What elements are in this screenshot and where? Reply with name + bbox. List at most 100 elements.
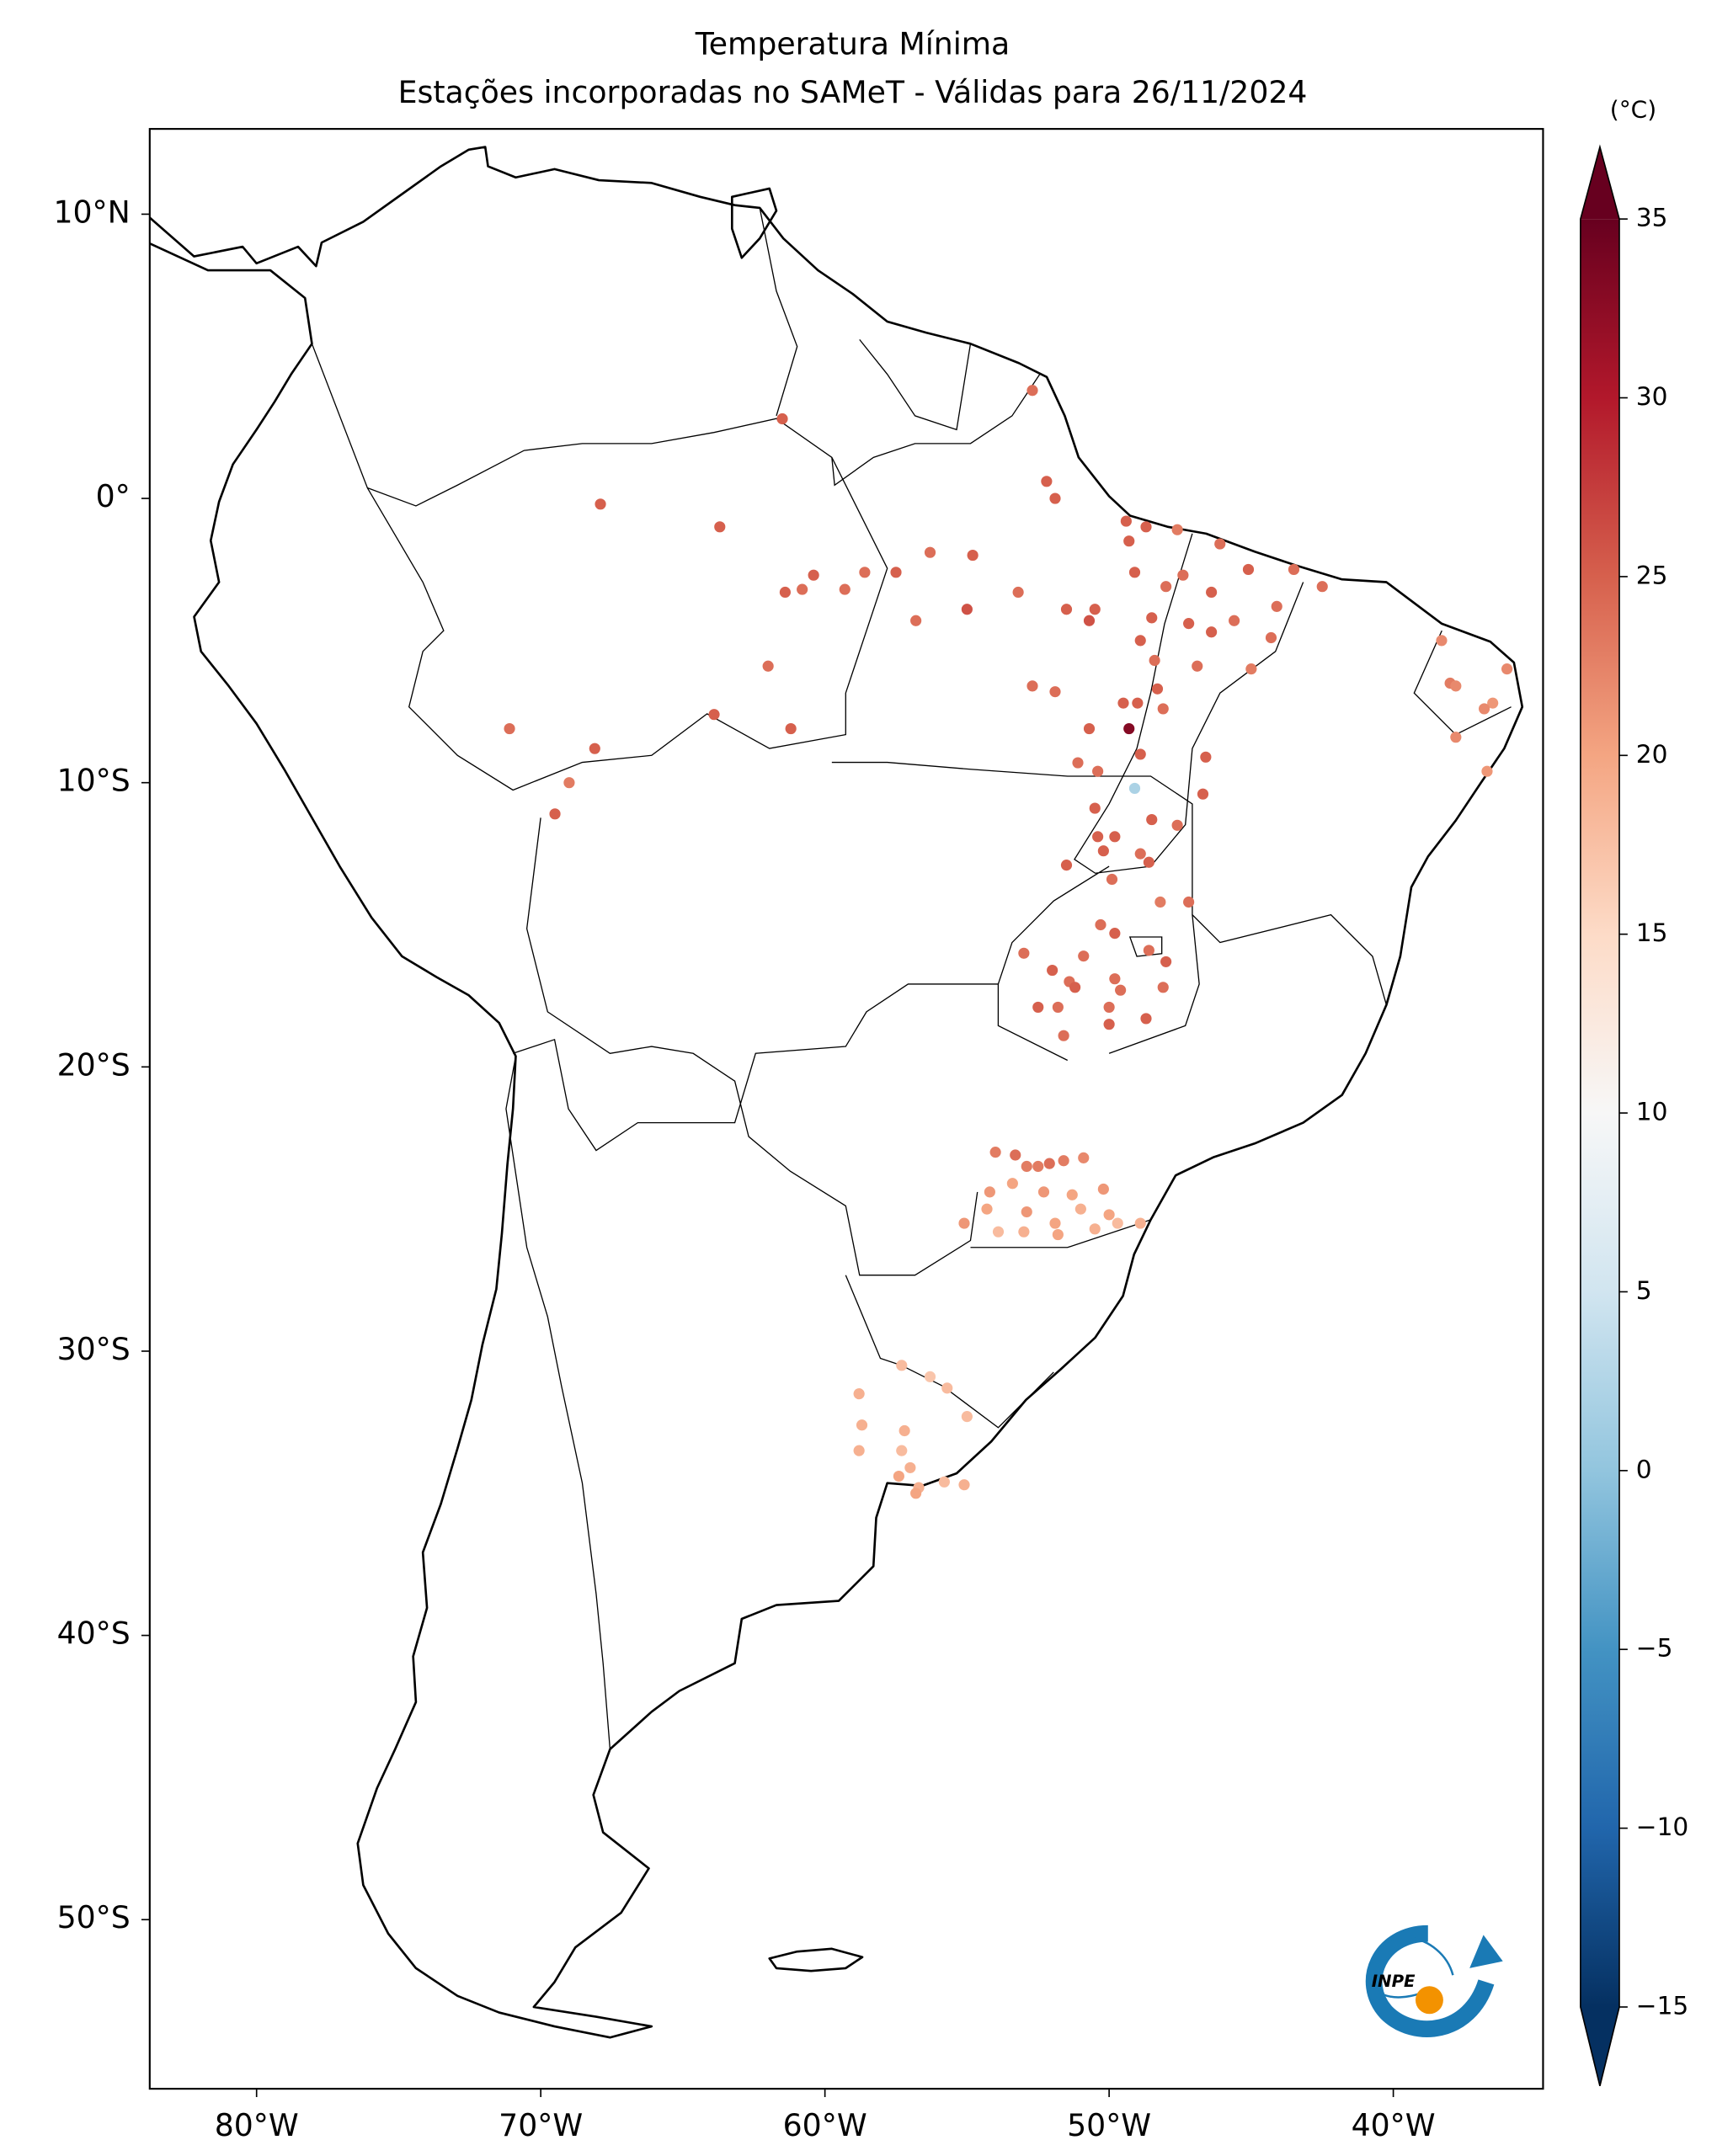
station (1177, 569, 1189, 581)
station (1078, 1152, 1090, 1163)
y-tick-label: 30°S (57, 1331, 131, 1367)
station (1149, 654, 1160, 667)
station (1192, 660, 1203, 672)
station (1060, 604, 1073, 615)
station (1049, 492, 1061, 504)
station (1069, 982, 1081, 993)
station (1134, 1217, 1146, 1229)
station (1089, 1223, 1101, 1235)
station (938, 1476, 950, 1488)
colorbar-tick-label: 20 (1636, 739, 1668, 769)
station (762, 660, 774, 672)
chart-title: Temperatura Mínima (695, 25, 1010, 61)
colorbar-tick-label: 5 (1636, 1275, 1652, 1305)
station (1109, 973, 1121, 985)
station (1120, 515, 1132, 527)
station (1026, 680, 1038, 692)
stations (504, 385, 1513, 1499)
station (1183, 896, 1195, 908)
station (1229, 615, 1240, 626)
station (1171, 819, 1183, 831)
station (1450, 680, 1462, 692)
logo-orbit (1368, 1936, 1454, 1999)
x-tick-label: 60°W (783, 2107, 867, 2143)
station (776, 413, 788, 425)
colorbar-label: (°C) (1610, 96, 1656, 124)
y-tick-label: 10°N (53, 194, 130, 230)
coastline (149, 146, 1524, 2039)
station (1072, 757, 1084, 769)
station (958, 1479, 970, 1491)
station (1157, 982, 1169, 993)
station (1206, 626, 1218, 638)
station (1151, 683, 1164, 695)
station (853, 1445, 865, 1456)
station (1092, 831, 1104, 843)
station (1214, 538, 1226, 550)
logo: INPE (1365, 1924, 1503, 2037)
colorbar-tick-label: −10 (1636, 1812, 1689, 1841)
x-tick-label: 40°W (1352, 2107, 1436, 2143)
station (1123, 722, 1135, 735)
station (1481, 765, 1493, 777)
station (1066, 1189, 1078, 1200)
plot-frame (148, 128, 1544, 2090)
station (1021, 1206, 1032, 1218)
station (1047, 964, 1058, 977)
station (1316, 581, 1328, 593)
station (1160, 956, 1172, 967)
station (1006, 1178, 1018, 1190)
station (595, 498, 606, 510)
station (1128, 567, 1141, 578)
station (1083, 615, 1096, 626)
station (1288, 563, 1300, 576)
map (149, 146, 1524, 2039)
state-border (1128, 936, 1163, 957)
station (856, 1419, 868, 1431)
station (1018, 1226, 1030, 1238)
station (549, 808, 561, 820)
station (924, 1371, 936, 1382)
station (1092, 765, 1104, 777)
station (1095, 918, 1106, 931)
island (768, 1947, 864, 1972)
station (1146, 612, 1158, 624)
station (859, 567, 871, 578)
station (1103, 1209, 1115, 1221)
station (1026, 385, 1038, 397)
station (808, 569, 819, 581)
station (898, 1424, 910, 1437)
station (1010, 1149, 1021, 1161)
station (1146, 814, 1158, 826)
colorbar-tick-label: −5 (1636, 1633, 1673, 1663)
station (1109, 928, 1121, 940)
station (904, 1461, 916, 1473)
y-tick-label: 40°S (57, 1616, 131, 1652)
country-border (525, 207, 1041, 1276)
station (1134, 635, 1146, 647)
station (910, 615, 922, 626)
station (714, 521, 726, 533)
logo-arrow (1469, 1935, 1503, 1968)
station (797, 583, 808, 595)
island (730, 187, 778, 259)
station (1157, 703, 1169, 715)
station (1052, 1228, 1064, 1241)
colorbar-tick-label: 10 (1636, 1097, 1668, 1126)
colorbar-tick-label: 25 (1636, 560, 1668, 589)
colorbar-tick-label: 0 (1636, 1454, 1652, 1483)
station (896, 1360, 908, 1371)
station (1143, 945, 1154, 956)
station (1089, 604, 1101, 615)
station (1206, 586, 1218, 599)
station (1103, 1001, 1115, 1014)
station (1058, 1155, 1069, 1167)
station (1154, 896, 1166, 908)
station (1436, 635, 1448, 647)
logo-swoosh (1365, 1924, 1495, 2037)
station (1450, 732, 1462, 743)
station (1018, 947, 1030, 959)
station (839, 583, 851, 595)
station (893, 1470, 904, 1483)
